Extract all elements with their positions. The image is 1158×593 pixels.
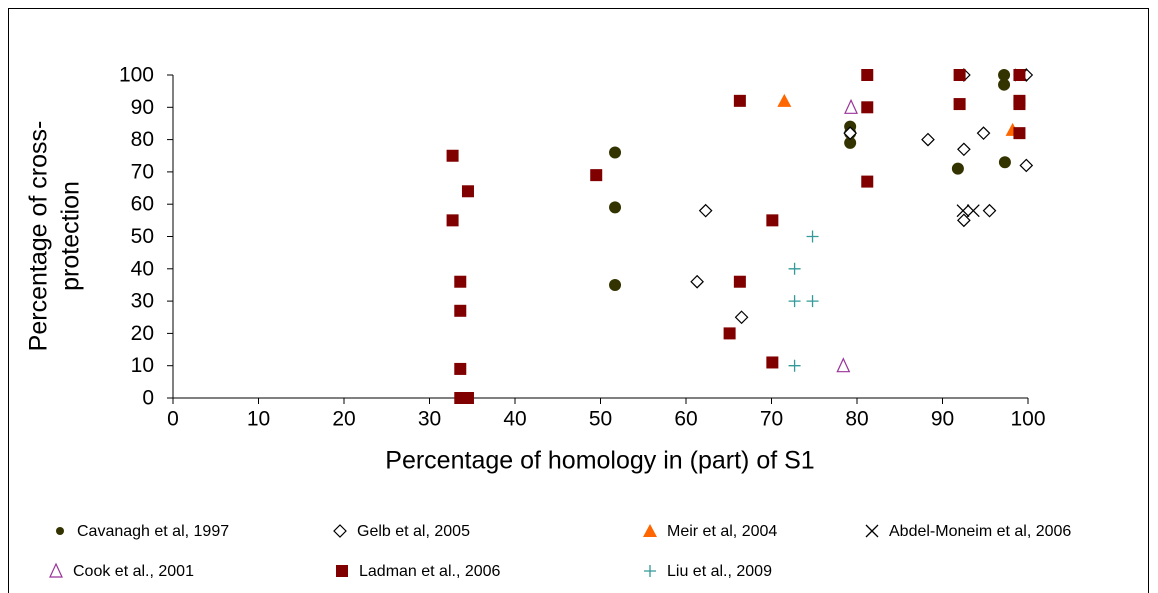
data-point [976,126,991,140]
y-tick-label: 10 [131,354,154,377]
x-axis-label: Percentage of homology in (part) of S1 [385,447,814,475]
data-point [590,169,603,182]
legend-marker [56,527,64,535]
legend-marker [336,565,348,577]
legend-marker [333,524,347,538]
data-point [723,327,736,340]
data-point [998,69,1011,81]
data-point [1013,69,1026,81]
y-tick-label: 40 [131,257,154,280]
data-point [788,359,801,372]
data-point [956,204,970,218]
data-point [998,156,1011,169]
data-point [766,214,779,227]
y-axis-label: protection [57,181,85,291]
data-point [966,204,980,218]
data-point [861,101,874,114]
data-point [461,392,474,404]
y-tick-label: 60 [131,193,154,216]
data-point [734,310,749,325]
data-point [609,278,622,291]
data-point [788,262,801,275]
data-point [454,362,467,375]
x-tick-label: 100 [1010,408,1045,431]
chart-frame [8,8,1149,593]
y-tick-label: 90 [131,96,154,119]
data-point [844,136,857,149]
data-point [446,214,459,227]
data-point [1013,127,1026,140]
y-tick-label: 30 [131,290,154,313]
data-point [861,69,874,81]
data-point [461,185,474,198]
data-point [844,98,858,114]
data-point [446,149,459,162]
x-tick-label: 0 [167,408,179,431]
legend-label: Ladman et al., 2006 [359,563,501,580]
x-tick-label: 40 [503,408,526,431]
data-point [998,78,1011,91]
data-point [788,295,801,308]
legend-marker [644,565,656,577]
x-tick-label: 60 [674,408,697,431]
data-point [609,201,622,214]
data-point [454,304,467,317]
data-point [1013,98,1026,111]
data-point [766,356,779,369]
data-point [806,230,819,243]
data-point [806,295,819,308]
x-tick-label: 70 [760,408,783,431]
legend-label: Cavanagh et al, 1997 [77,523,229,540]
data-point [836,357,851,373]
legend-label: Liu et al., 2009 [667,563,772,580]
legend-marker [865,524,879,538]
data-point [953,69,966,81]
data-point [982,203,997,218]
x-tick-label: 20 [332,408,355,431]
legend-label: Meir et al, 2004 [667,523,777,540]
data-point [777,93,792,107]
legend-label: Gelb et al, 2005 [357,523,470,540]
y-tick-label: 0 [142,387,154,410]
x-tick-label: 80 [845,408,868,431]
data-point [609,146,622,159]
data-point [733,275,746,288]
data-point [733,94,746,107]
legend-marker [643,524,657,537]
y-tick-label: 100 [119,64,154,87]
x-tick-label: 10 [247,408,270,431]
data-point [861,175,874,188]
data-point [1019,158,1034,173]
data-point [957,213,971,228]
legend-label: Abdel-Moneim et al, 2006 [889,523,1071,540]
x-tick-label: 30 [418,408,441,431]
data-point [843,126,858,140]
data-point [921,132,935,147]
legend-marker [49,562,63,578]
data-point [454,275,467,288]
x-tick-label: 90 [931,408,954,431]
x-tick-label: 50 [589,408,612,431]
y-tick-label: 20 [131,322,154,345]
data-point [698,203,713,218]
y-tick-label: 50 [131,225,154,248]
y-tick-label: 80 [131,128,154,151]
data-point [951,162,964,175]
data-point [957,142,971,157]
y-axis-label: Percentage of cross- [25,121,53,352]
y-tick-label: 70 [131,160,154,183]
data-point [953,98,966,111]
data-point [690,274,704,289]
legend-label: Cook et al., 2001 [73,563,194,580]
